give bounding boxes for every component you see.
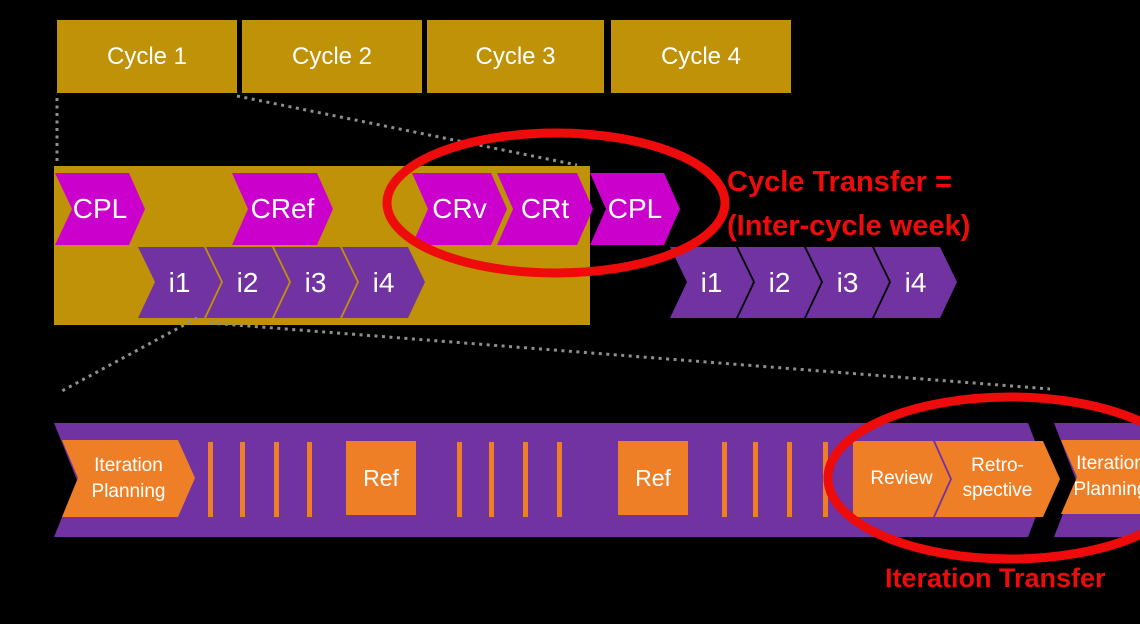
cycle-4-box: Cycle 4 (611, 20, 791, 93)
phase-cref-label: CRef (250, 193, 315, 224)
retrospective-chevron: Retro- spective (935, 441, 1060, 517)
cycle-3-label: Cycle 3 (475, 42, 556, 70)
iteration-transfer-label: Iteration Transfer (885, 563, 1106, 593)
cycle-1-label: Cycle 1 (106, 42, 188, 70)
retro-line2: spective (962, 480, 1033, 501)
cycle-2-box: Cycle 2 (242, 20, 422, 93)
day-tick (274, 442, 279, 517)
retro-line1: Retro- (971, 455, 1024, 477)
i2-label: i2 (236, 266, 259, 298)
day-tick (457, 442, 462, 517)
i1-label: i1 (168, 266, 191, 298)
ref-2-label: Ref (635, 464, 671, 491)
next-i4-label: i4 (904, 266, 927, 298)
next-i1-label: i1 (700, 266, 723, 298)
cycle-transfer-label-line1: Cycle Transfer = (727, 166, 952, 198)
day-tick (823, 442, 828, 517)
next-i3-label: i3 (836, 266, 859, 298)
refinement-box-1: Ref (346, 441, 416, 515)
phase-crt-label: CRt (520, 193, 570, 224)
phase-chevron-cref: CRef (232, 173, 333, 245)
zoom-guide-line-right-top (236, 94, 578, 167)
iteration-planning-line1: Iteration (94, 454, 163, 476)
day-tick (307, 442, 312, 517)
phase-cpl-next-label: CPL (607, 193, 663, 224)
phase-crv-label: CRv (432, 193, 487, 224)
day-tick (489, 442, 494, 517)
day-tick (787, 442, 792, 517)
next-iteration-planning-chevron: Iteration Planning (1061, 440, 1140, 514)
i4-label: i4 (372, 266, 395, 298)
day-tick (753, 442, 758, 517)
next-cycle-chevron-i1: i1 (670, 247, 753, 318)
day-tick (240, 442, 245, 517)
zoom-guide-line-left-bottom (59, 316, 198, 394)
iteration-planning-chevron: Iteration Planning (62, 440, 195, 517)
phase-chevron-cpl-next: CPL (590, 173, 680, 245)
iteration-planning-line2: Planning (91, 480, 166, 502)
cycle-1-box: Cycle 1 (57, 20, 237, 93)
cycle-2-label: Cycle 2 (291, 42, 373, 70)
cycle-transfer-label-line2: (Inter-cycle week) (727, 210, 971, 242)
day-tick (557, 442, 562, 517)
cycle-3-box: Cycle 3 (427, 20, 604, 93)
day-tick (523, 442, 528, 517)
day-tick (722, 442, 727, 517)
day-tick (208, 442, 213, 517)
cycle-4-label: Cycle 4 (660, 42, 742, 70)
next-i2-label: i2 (768, 266, 791, 298)
i3-label: i3 (304, 266, 327, 298)
next-iteration-planning-line2: Planning (1073, 479, 1140, 500)
phase-cpl-label: CPL (72, 193, 128, 224)
refinement-box-2: Ref (618, 441, 688, 515)
next-iteration-planning-line1: Iteration (1076, 453, 1140, 475)
ref-1-label: Ref (363, 464, 399, 491)
review-label: Review (870, 468, 933, 489)
review-chevron: Review (853, 441, 950, 517)
zoom-guide-line-right-bottom (209, 321, 1051, 391)
